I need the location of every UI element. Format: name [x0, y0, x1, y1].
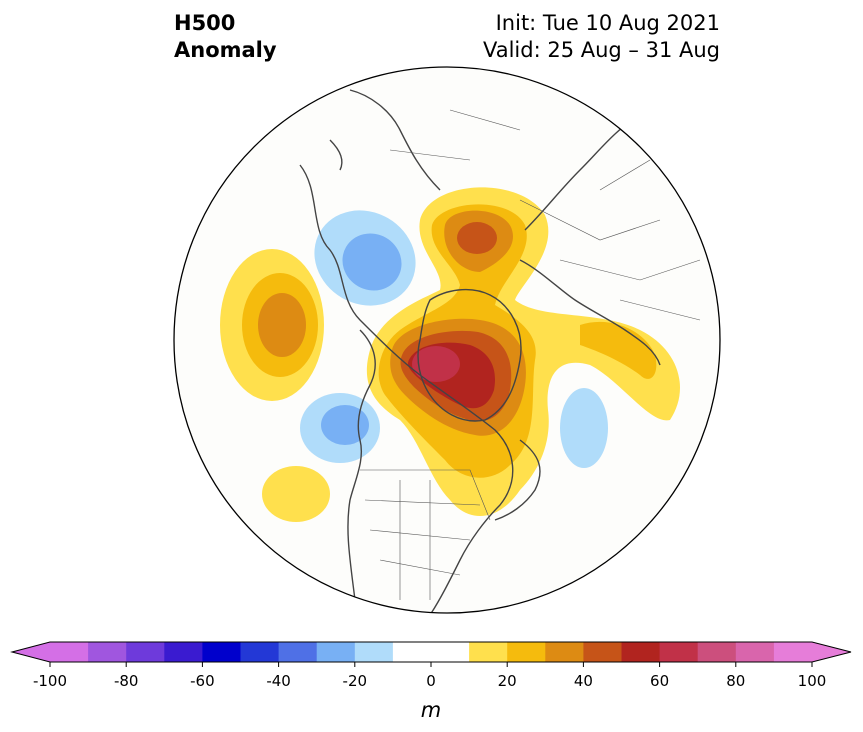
colorbar-tick-label: -100 [33, 672, 67, 690]
colorbar-segment [697, 642, 737, 662]
colorbar-segment [240, 642, 280, 662]
political-borders [360, 109, 701, 600]
colorbar-tick-label: -20 [343, 672, 368, 690]
anomaly-gulf-of-alaska [220, 249, 324, 401]
colorbar-tick-label: -80 [114, 672, 139, 690]
colorbar-segment [431, 642, 470, 662]
colorbar-segment [50, 642, 89, 662]
colorbar-segment [469, 642, 508, 662]
colorbar-under-triangle [12, 642, 50, 662]
colorbar-segment [88, 642, 127, 662]
valid-label: Valid: 25 Aug – 31 Aug [482, 38, 720, 62]
colorbar-segment [621, 642, 661, 662]
anomaly-north-pacific-trough [300, 393, 380, 463]
polar-map [173, 66, 721, 614]
colorbar-tick-label: -40 [266, 672, 291, 690]
variable-label: H500 [174, 11, 236, 35]
colorbar-tick-label: 0 [426, 672, 436, 690]
map-title-left: H500 Anomaly [174, 10, 277, 64]
anomaly-fill-layer [220, 89, 701, 613]
colorbar-segment [202, 642, 241, 662]
colorbar-segment [278, 642, 318, 662]
anomaly-scandinavia-ridge [580, 321, 657, 379]
colorbar-unit-label: m [421, 698, 441, 722]
colorbar-segment [316, 642, 356, 662]
colorbar-segment [126, 642, 165, 662]
colorbar-tick-label: 20 [498, 672, 517, 690]
init-label: Init: Tue 10 Aug 2021 [495, 11, 720, 35]
colorbar-tick-label: 60 [650, 672, 669, 690]
colorbar-tick-label: 40 [574, 672, 593, 690]
colorbar-segment [392, 642, 432, 662]
colorbar-segment [354, 642, 394, 662]
colorbar-over-triangle [812, 642, 851, 662]
colorbar-tick-label: 80 [726, 672, 745, 690]
field-label: Anomaly [174, 38, 277, 62]
colorbar-tick-label: -60 [190, 672, 215, 690]
anomaly-greenland-ridge [366, 187, 680, 517]
colorbar-segment [583, 642, 622, 662]
colorbar-tick-label: 100 [798, 672, 827, 690]
coastlines [299, 89, 661, 613]
anomaly-north-atlantic-trough [560, 388, 608, 468]
globe-outline [173, 66, 721, 614]
colorbar: -100 -80 -60 -40 -20 0 20 40 60 80 100 m [10, 641, 852, 722]
anomaly-barents-trough [314, 210, 416, 306]
map-title-right: Init: Tue 10 Aug 2021 Valid: 25 Aug – 31… [483, 10, 720, 64]
colorbar-segment [164, 642, 203, 662]
colorbar-segment [545, 642, 584, 662]
colorbar-segment [507, 642, 546, 662]
colorbar-segment [659, 642, 699, 662]
anomaly-east-pacific [262, 466, 330, 522]
colorbar-segment [773, 642, 813, 662]
colorbar-segment [735, 642, 775, 662]
